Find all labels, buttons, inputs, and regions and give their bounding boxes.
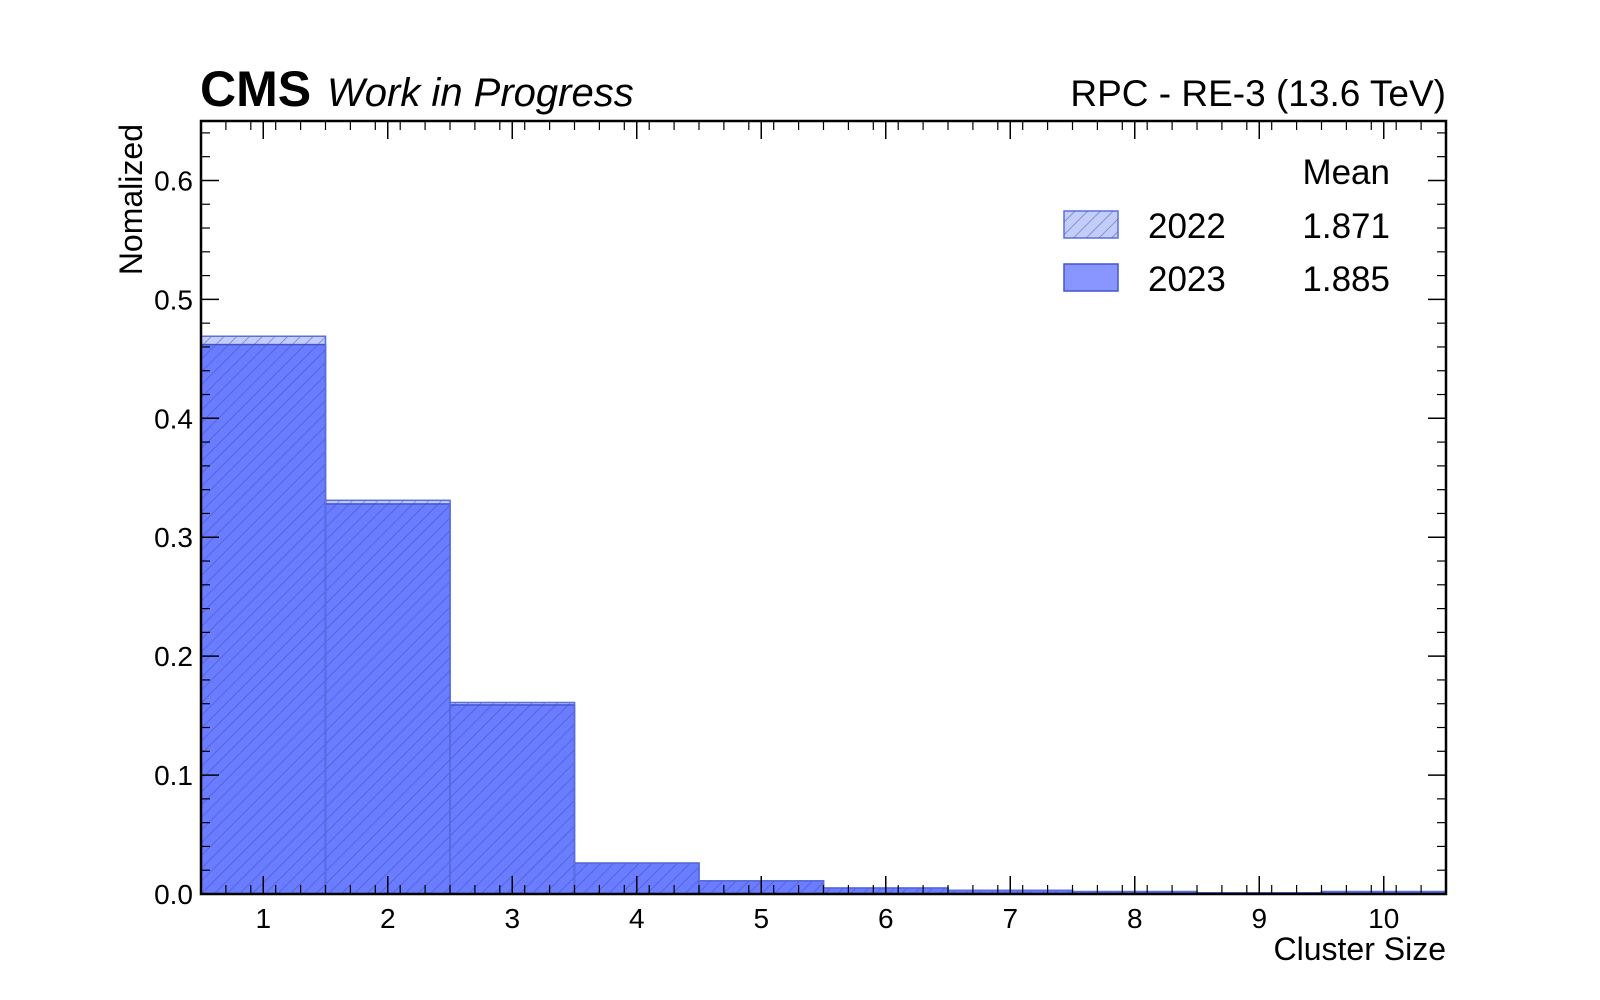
legend-mean-2023: 1.885 (1302, 260, 1390, 299)
y-tick-label: 0.5 (154, 284, 193, 315)
bars-layer (200, 335, 1447, 895)
legend-swatch-2023 (1063, 263, 1119, 292)
experiment-label: CMS (200, 61, 311, 117)
plot-frame (199, 119, 1448, 896)
y-axis-label: Nomalized (113, 124, 149, 275)
y-tick-label: 0.1 (154, 760, 193, 791)
legend-label-2023: 2023 (1148, 260, 1226, 299)
x-tick-label: 6 (878, 903, 894, 934)
legend: Mean 2022 1.871 2023 1.885 (1063, 153, 1390, 299)
bar-2022-hatch-2 (324, 499, 451, 895)
legend-entry-2022: 2022 1.871 (1063, 207, 1390, 246)
status-label: Work in Progress (327, 71, 634, 115)
bar-2022-hatch-3 (449, 701, 576, 895)
y-tick-label: 0.2 (154, 641, 193, 672)
x-tick-label: 7 (1002, 903, 1018, 934)
legend-mean-2022: 1.871 (1302, 207, 1390, 246)
ticks-layer: 1 2 3 4 5 6 7 8 9 10 0.0 0.1 0.2 0.3 0.4 0.5 0.6 (154, 121, 1447, 934)
legend-label-2022: 2022 (1148, 207, 1226, 246)
x-tick-label: 10 (1368, 903, 1399, 934)
x-tick-label: 2 (380, 903, 396, 934)
x-axis-label: Cluster Size (1274, 931, 1447, 967)
x-tick-label: 5 (753, 903, 769, 934)
legend-entry-2023: 2023 1.885 (1063, 260, 1390, 299)
energy-label: RPC - RE-3 (13.6 TeV) (1070, 73, 1446, 114)
x-tick-label: 8 (1127, 903, 1143, 934)
x-tick-label: 4 (629, 903, 645, 934)
bar-2022-hatch-1 (200, 335, 327, 895)
x-tick-label: 1 (255, 903, 271, 934)
y-tick-label: 0.4 (154, 403, 193, 434)
x-tick-label: 9 (1251, 903, 1267, 934)
x-tick-label: 3 (504, 903, 520, 934)
legend-header: Mean (1302, 153, 1390, 192)
legend-swatch-2022-hatch (1064, 211, 1118, 238)
y-tick-label: 0.3 (154, 522, 193, 553)
y-tick-label: 0.6 (154, 165, 193, 196)
y-tick-label: 0.0 (154, 879, 193, 910)
